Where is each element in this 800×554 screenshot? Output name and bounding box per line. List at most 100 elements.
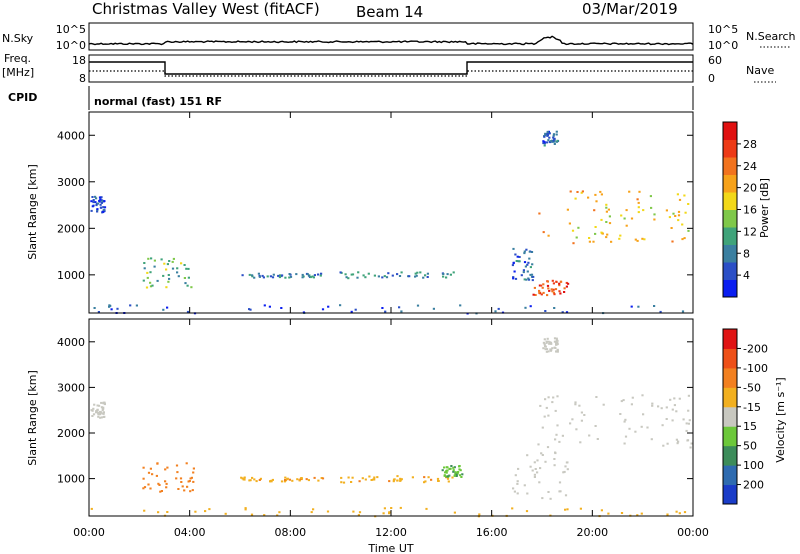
echo-cell bbox=[523, 278, 526, 281]
echo-cell bbox=[681, 310, 685, 313]
echo-cell bbox=[423, 481, 426, 484]
echo-cell bbox=[565, 285, 568, 288]
echo-cell bbox=[92, 413, 96, 416]
echo-cell bbox=[157, 511, 160, 514]
echo-cell bbox=[608, 222, 612, 225]
echo-cell bbox=[350, 273, 353, 276]
echo-cell bbox=[286, 478, 289, 481]
nave-line bbox=[89, 70, 693, 77]
echo-cell bbox=[546, 294, 549, 297]
power-panel: 1000 2000 3000 4000 Slant Range [km] 4 8 12 16… bbox=[26, 111, 771, 315]
echo-cell bbox=[671, 408, 674, 411]
echo-cell bbox=[192, 480, 195, 483]
echo-cell bbox=[553, 458, 556, 460]
echo-cell bbox=[255, 480, 258, 483]
echo-cell bbox=[312, 276, 315, 279]
echo-cell bbox=[555, 350, 558, 353]
echo-cell bbox=[524, 265, 527, 268]
echo-cell bbox=[96, 408, 99, 411]
echo-cell bbox=[313, 476, 316, 479]
echo-cell bbox=[100, 196, 103, 199]
echo-cell bbox=[532, 293, 535, 296]
echo-cell bbox=[146, 276, 149, 279]
echo-cell bbox=[547, 396, 550, 399]
echo-cell bbox=[563, 291, 566, 293]
echo-cell bbox=[651, 404, 654, 407]
echo-cell bbox=[580, 191, 583, 194]
echo-cell bbox=[545, 348, 549, 351]
echo-cell bbox=[549, 349, 552, 352]
echo-cell bbox=[289, 275, 293, 278]
echo-cell bbox=[545, 341, 548, 344]
echo-cell bbox=[453, 474, 456, 477]
echo-cell bbox=[446, 469, 449, 472]
echo-cell bbox=[630, 305, 633, 308]
echo-cell bbox=[545, 141, 549, 144]
echo-cell bbox=[129, 304, 132, 307]
echo-cell bbox=[637, 305, 640, 308]
echo-cell bbox=[91, 196, 94, 198]
echo-cell bbox=[676, 442, 679, 445]
echo-cell bbox=[142, 279, 145, 282]
colorbar-segment bbox=[723, 139, 737, 158]
echo-cell bbox=[388, 511, 391, 514]
echo-cell bbox=[159, 490, 162, 493]
echo-cell bbox=[99, 416, 102, 419]
colorbar-segment bbox=[723, 367, 737, 388]
echo-cell bbox=[665, 418, 668, 420]
echo-cell bbox=[351, 476, 354, 479]
echo-cell bbox=[675, 410, 678, 413]
echo-cell bbox=[687, 422, 690, 425]
echo-cell bbox=[677, 440, 680, 443]
echo-cell bbox=[452, 470, 455, 473]
echo-cell bbox=[452, 271, 455, 274]
echo-cell bbox=[160, 258, 163, 261]
echo-cell bbox=[192, 467, 195, 470]
echo-cell bbox=[445, 475, 448, 478]
echo-cell bbox=[571, 418, 574, 421]
echo-cell bbox=[165, 486, 168, 489]
echo-cell bbox=[588, 240, 591, 243]
echo-cell bbox=[155, 474, 158, 477]
echo-cell bbox=[669, 398, 672, 401]
echo-cell bbox=[553, 293, 556, 296]
echo-cell bbox=[513, 270, 516, 273]
echo-cell bbox=[208, 508, 211, 511]
echo-cell bbox=[636, 239, 639, 242]
colorbar-segment bbox=[723, 348, 737, 369]
echo-cell bbox=[681, 238, 684, 241]
echo-cell bbox=[280, 480, 284, 483]
echo-cell bbox=[302, 311, 305, 314]
echo-cell bbox=[368, 475, 371, 478]
echo-cell bbox=[441, 469, 444, 472]
echo-cell bbox=[620, 400, 623, 403]
echo-cell bbox=[147, 257, 150, 260]
echo-cell bbox=[177, 275, 180, 278]
echo-cell bbox=[523, 250, 526, 253]
y-tick-label: 2000 bbox=[57, 222, 85, 235]
echo-cell bbox=[526, 454, 529, 457]
echo-cell bbox=[594, 232, 597, 235]
echo-cell bbox=[533, 476, 536, 478]
echo-cell bbox=[514, 253, 517, 256]
echo-cell bbox=[553, 143, 556, 145]
echo-cell bbox=[522, 269, 525, 272]
echo-cell bbox=[383, 507, 386, 510]
echo-cell bbox=[367, 272, 370, 275]
freq-line bbox=[89, 61, 693, 75]
echo-cell bbox=[95, 204, 98, 207]
echo-cell bbox=[527, 261, 530, 264]
echo-cell bbox=[636, 514, 639, 517]
colorbar-tick-label: -200 bbox=[743, 342, 768, 355]
colorbar-segment bbox=[723, 445, 737, 466]
x-tick-label: 00:00 bbox=[73, 526, 105, 539]
echo-cell bbox=[547, 234, 550, 237]
echo-cell bbox=[399, 477, 402, 480]
echo-cell bbox=[551, 290, 554, 293]
echo-cell bbox=[99, 412, 102, 415]
echo-cell bbox=[637, 211, 640, 214]
echo-cell bbox=[149, 467, 152, 470]
echo-cell bbox=[458, 468, 461, 471]
power-echo-layer bbox=[90, 130, 690, 315]
echo-cell bbox=[183, 264, 186, 266]
